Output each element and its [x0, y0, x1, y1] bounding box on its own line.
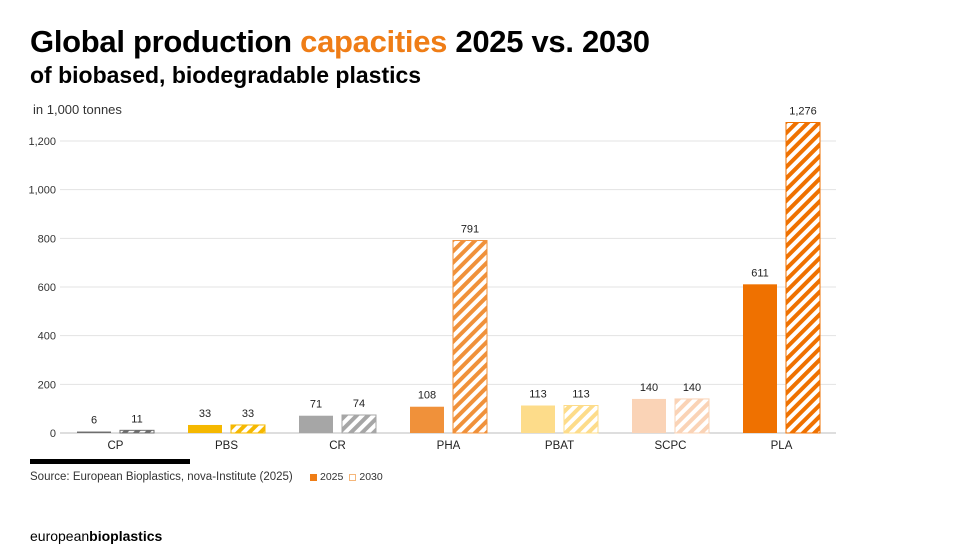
brand-light: european — [30, 528, 90, 544]
value-label-pla-2025: 611 — [751, 267, 769, 279]
legend-label-2030: 2030 — [359, 471, 383, 483]
y-tick-label: 1,200 — [28, 136, 56, 148]
grid-lines — [60, 140, 836, 434]
value-label-pbat-2030: 113 — [572, 389, 590, 401]
legend: 2025 2030 — [310, 471, 389, 483]
bar-scpc-2030 — [674, 398, 710, 434]
bar-cr-2030 — [341, 414, 377, 434]
value-label-pha-2025: 108 — [418, 390, 436, 402]
chart-subtitle: of biobased, biodegradable plastics — [30, 62, 422, 88]
bar-pla-2025 — [743, 284, 777, 433]
bar-pbat-2030 — [563, 405, 599, 434]
y-tick-label: 200 — [38, 379, 56, 391]
source-note: Source: European Bioplastics, nova-Insti… — [30, 471, 293, 483]
y-axis-ticks: 0 200 400 600 800 1,000 1,200 — [28, 136, 56, 440]
bar-cp-2030 — [119, 429, 155, 434]
category-label-scpc: SCPC — [655, 440, 687, 452]
category-label-pbat: PBAT — [545, 440, 574, 452]
category-label-cr: CR — [329, 440, 346, 452]
legend-swatch-hatched — [349, 473, 357, 481]
bar-pbs-2030 — [230, 424, 266, 434]
y-axis-unit-label: in 1,000 tonnes — [33, 102, 122, 117]
y-tick-label: 800 — [38, 233, 56, 245]
y-tick-label: 600 — [38, 282, 56, 294]
value-label-cp-2030: 11 — [131, 413, 142, 425]
bar-cr-2025 — [299, 415, 333, 433]
y-tick-label: 1,000 — [28, 185, 56, 197]
category-label-cp: CP — [108, 440, 124, 452]
value-label-cp-2025: 6 — [91, 415, 97, 427]
value-label-cr-2030: 74 — [353, 398, 365, 410]
y-tick-label: 400 — [38, 331, 56, 343]
value-label-pla-2030: 1,276 — [789, 106, 817, 118]
category-label-pla: PLA — [771, 440, 793, 452]
brand-bold: bioplastics — [89, 528, 163, 544]
value-label-pbs-2025: 33 — [199, 408, 211, 420]
value-label-pha-2030: 791 — [461, 224, 479, 236]
category-label-pbs: PBS — [215, 440, 238, 452]
brand-logo: europeanbioplastics — [30, 528, 162, 544]
legend-item-2030: 2030 — [349, 471, 383, 483]
category-labels: CP PBS CR PHA PBAT SCPC PLA — [108, 440, 793, 452]
bar-pha-2025 — [410, 406, 444, 433]
value-label-cr-2025: 71 — [310, 399, 322, 411]
source-divider — [30, 459, 190, 464]
bars — [77, 122, 821, 434]
category-label-pha: PHA — [437, 440, 461, 452]
y-tick-label: 0 — [50, 428, 56, 440]
bar-scpc-2025 — [632, 398, 666, 433]
title-part1: Global production — [30, 24, 301, 59]
bar-pha-2030 — [452, 240, 488, 434]
legend-swatch-solid — [310, 473, 317, 481]
title-part2: 2025 vs. 2030 — [447, 24, 650, 59]
value-label-pbat-2025: 113 — [529, 389, 547, 401]
title-accent: capacities — [300, 24, 448, 59]
legend-label-2025: 2025 — [320, 471, 344, 483]
bar-pla-2030 — [785, 122, 821, 434]
value-label-scpc-2030: 140 — [683, 382, 701, 394]
bar-pbat-2025 — [521, 405, 555, 433]
bar-pbs-2025 — [188, 424, 222, 433]
legend-item-2025: 2025 — [310, 471, 343, 483]
value-label-pbs-2030: 33 — [242, 408, 254, 420]
chart-title: Global production capacities 2025 vs. 20… — [30, 24, 650, 60]
bar-cp-2025 — [77, 431, 111, 433]
value-label-scpc-2025: 140 — [640, 382, 658, 394]
